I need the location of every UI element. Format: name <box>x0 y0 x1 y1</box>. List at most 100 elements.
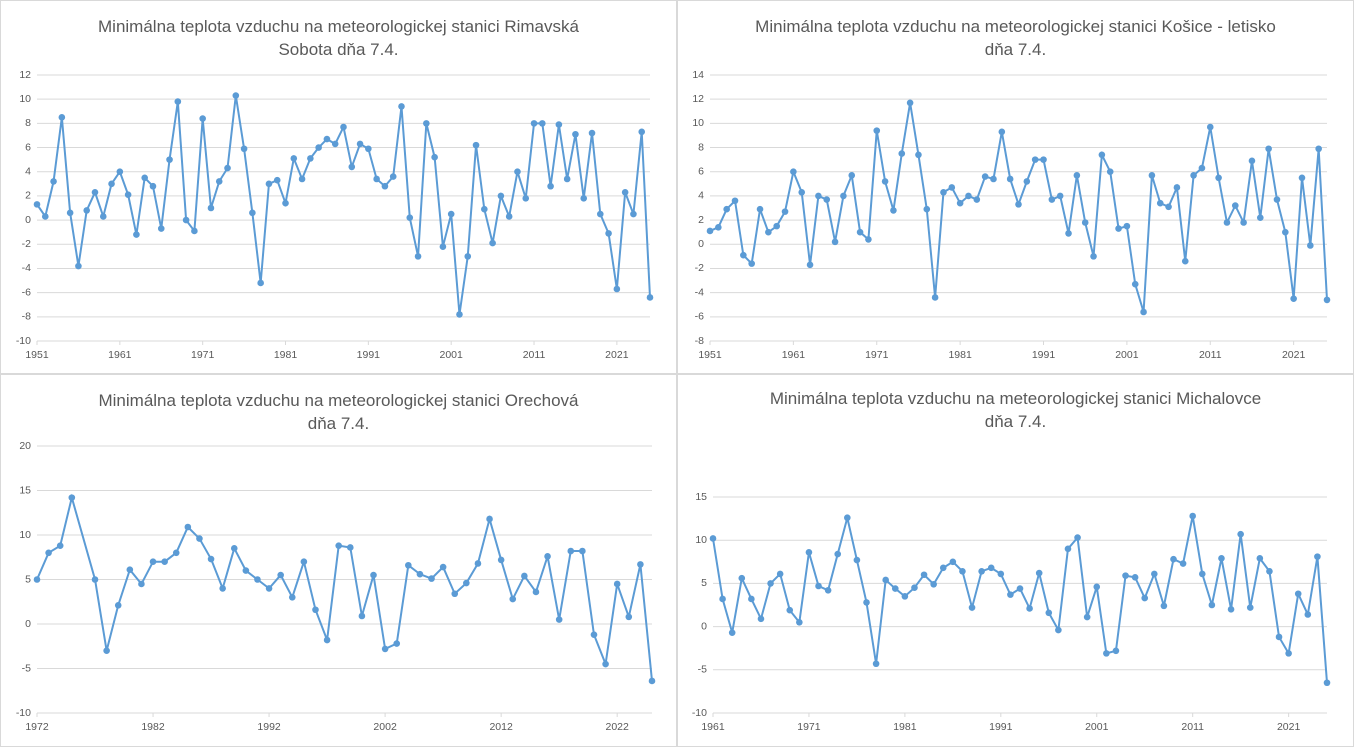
x-tick-label: 2011 <box>1199 349 1222 361</box>
marker <box>865 236 872 243</box>
marker <box>547 182 554 190</box>
marker <box>414 253 422 260</box>
marker <box>805 548 813 556</box>
marker <box>356 140 364 148</box>
y-tick-label: -10 <box>16 335 31 347</box>
marker <box>447 210 455 218</box>
marker <box>207 204 215 212</box>
marker <box>182 216 190 224</box>
marker <box>1031 156 1039 163</box>
marker <box>219 585 226 592</box>
marker <box>1179 560 1187 567</box>
marker <box>1098 151 1106 159</box>
marker <box>323 636 331 644</box>
marker <box>365 145 372 153</box>
marker <box>1282 228 1289 236</box>
marker <box>456 311 463 318</box>
marker <box>315 144 322 151</box>
marker <box>1170 555 1177 563</box>
marker <box>138 580 145 588</box>
marker <box>172 549 180 557</box>
marker <box>406 214 414 221</box>
marker <box>1227 606 1235 613</box>
marker <box>58 114 66 121</box>
marker <box>431 153 438 161</box>
x-tick-label: 1961 <box>108 349 132 361</box>
marker <box>161 558 168 565</box>
marker <box>1294 590 1302 598</box>
marker <box>522 195 530 202</box>
marker <box>277 571 284 579</box>
marker <box>590 631 598 638</box>
marker <box>124 191 132 198</box>
marker <box>348 163 356 171</box>
marker <box>207 555 215 563</box>
marker <box>605 230 612 237</box>
marker <box>1040 156 1047 163</box>
x-tick-label: 2021 <box>605 349 629 361</box>
y-tick-label: -10 <box>16 707 31 719</box>
marker <box>973 196 981 203</box>
marker <box>472 141 480 149</box>
y-tick-label: -6 <box>22 286 31 298</box>
y-tick-label: 0 <box>25 214 31 226</box>
marker <box>1246 604 1254 611</box>
panel: Minimálna teplota vzduchu na meteorologi… <box>677 0 1354 374</box>
y-tick-label: -2 <box>22 238 31 250</box>
marker <box>1122 572 1129 579</box>
marker <box>555 121 563 128</box>
marker <box>1106 168 1114 176</box>
marker <box>756 205 764 213</box>
marker <box>706 227 714 235</box>
marker <box>416 570 424 578</box>
marker <box>1123 222 1131 230</box>
marker <box>108 180 115 188</box>
marker <box>1208 601 1216 609</box>
marker <box>166 156 173 163</box>
x-tick-label: 1991 <box>989 721 1013 733</box>
marker <box>630 210 637 218</box>
marker <box>1189 512 1196 520</box>
marker <box>731 197 739 205</box>
y-tick-label: -2 <box>695 262 704 274</box>
marker <box>481 205 488 213</box>
marker <box>393 640 401 647</box>
marker <box>521 572 528 580</box>
marker <box>33 201 41 208</box>
marker <box>740 251 747 259</box>
x-tick-label: 2002 <box>373 721 397 733</box>
marker <box>748 595 755 603</box>
y-tick-label: 10 <box>692 117 704 129</box>
marker <box>149 558 157 565</box>
marker <box>1023 178 1031 185</box>
marker <box>1035 569 1043 577</box>
marker <box>273 176 281 184</box>
marker <box>215 178 223 185</box>
marker <box>1198 570 1206 578</box>
marker <box>463 579 470 587</box>
marker <box>646 294 654 301</box>
marker <box>898 150 906 157</box>
marker <box>796 618 803 626</box>
x-tick-label: 1971 <box>865 349 889 361</box>
marker <box>489 239 496 247</box>
marker <box>890 207 897 214</box>
marker <box>997 570 1005 578</box>
x-tick-label: 1951 <box>25 349 49 361</box>
marker <box>514 168 521 176</box>
y-tick-label: 8 <box>698 141 704 153</box>
marker <box>157 225 165 232</box>
marker <box>856 228 864 236</box>
marker <box>815 582 822 590</box>
marker <box>1190 172 1197 179</box>
marker <box>1323 296 1331 304</box>
marker <box>728 629 736 636</box>
marker <box>249 209 256 217</box>
marker <box>1248 157 1256 165</box>
y-tick-label: -8 <box>22 311 31 323</box>
marker <box>1285 650 1292 657</box>
marker <box>723 205 730 213</box>
marker <box>1148 172 1156 179</box>
marker <box>959 568 966 575</box>
